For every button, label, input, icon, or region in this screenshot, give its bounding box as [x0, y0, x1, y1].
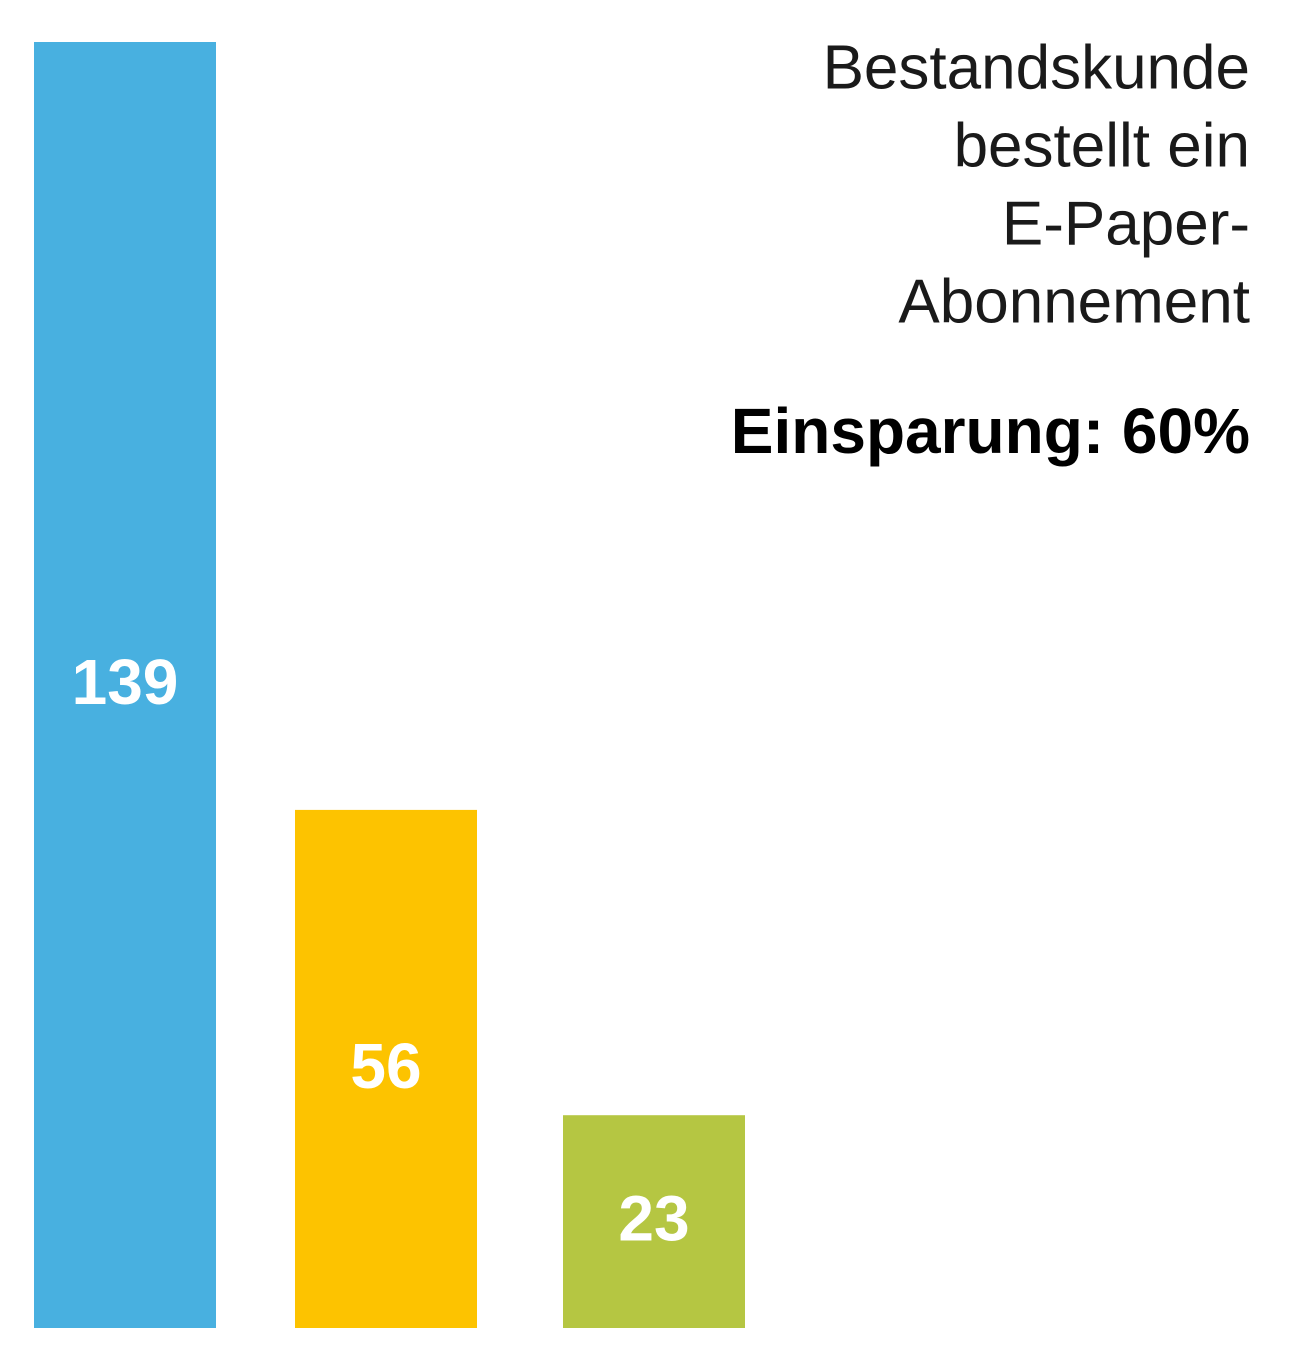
chart-title-line: bestellt ein [954, 111, 1250, 180]
bar [34, 42, 216, 1328]
value-label: 23 [618, 1183, 689, 1255]
bar [563, 1115, 745, 1328]
chart-title-line: E-Paper- [1002, 189, 1250, 258]
chart-title-line: Abonnement [898, 267, 1250, 336]
value-label: 56 [350, 1030, 421, 1102]
chart-title-line: Bestandskunde [823, 33, 1250, 102]
bar [295, 809, 477, 1328]
value-label: 139 [72, 646, 179, 718]
title-block: Bestandskunde bestellt ein E-Paper- Abonnem… [823, 33, 1250, 336]
chart-subtitle: Einsparung: 60% [731, 395, 1250, 467]
